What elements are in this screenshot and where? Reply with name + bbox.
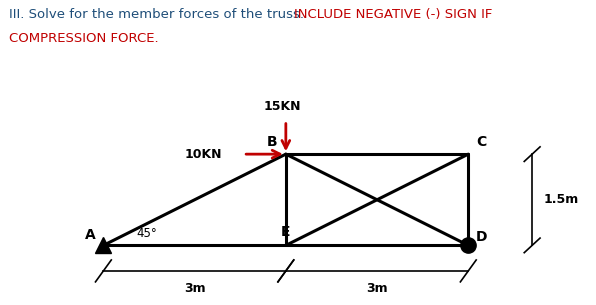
Text: D: D: [476, 230, 488, 244]
Text: 3m: 3m: [184, 282, 206, 295]
Text: 45°: 45°: [137, 228, 157, 240]
Text: COMPRESSION FORCE.: COMPRESSION FORCE.: [9, 32, 159, 45]
Text: INCLUDE NEGATIVE (-) SIGN IF: INCLUDE NEGATIVE (-) SIGN IF: [294, 8, 492, 21]
Text: C: C: [477, 135, 487, 149]
Text: 15KN: 15KN: [264, 100, 302, 113]
Text: B: B: [267, 135, 278, 149]
Text: 10KN: 10KN: [185, 148, 222, 161]
Text: III. Solve for the member forces of the truss.: III. Solve for the member forces of the …: [9, 8, 308, 21]
Text: 3m: 3m: [367, 282, 388, 295]
Text: 1.5m: 1.5m: [543, 193, 578, 206]
Text: A: A: [85, 228, 95, 242]
Text: E: E: [281, 225, 291, 239]
